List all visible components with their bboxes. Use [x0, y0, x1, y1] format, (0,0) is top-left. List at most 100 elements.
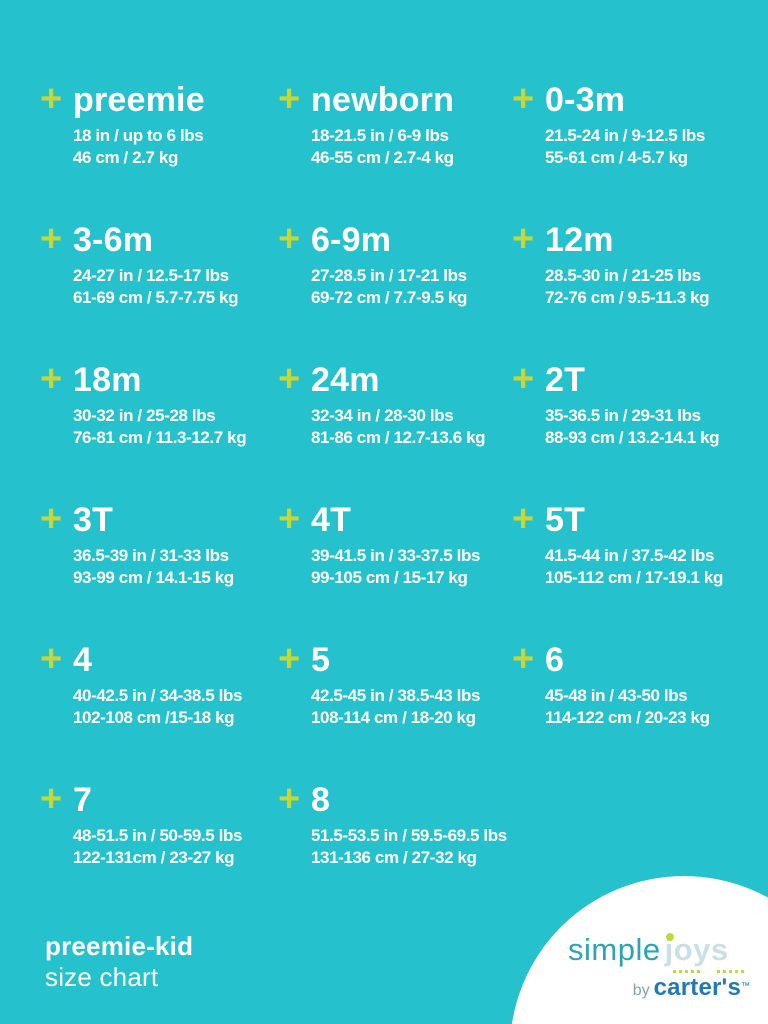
size-title-row: + 6 [512, 640, 756, 680]
size-name: preemie [73, 81, 205, 119]
size-imperial-range: 27-28.5 in / 17-21 lbs [311, 266, 467, 285]
size-imperial-range: 18 in / up to 6 lbs [73, 126, 204, 145]
size-title-row: + 3-6m [40, 220, 278, 260]
size-metric-range: 55-61 cm / 4-5.7 kg [545, 148, 688, 167]
size-entry: + 24m 32-34 in / 28-30 lbs 81-86 cm / 12… [278, 360, 512, 500]
brand-logo: simple joys by carter's™ [568, 932, 754, 1002]
plus-icon: + [278, 778, 301, 820]
size-name: 2T [545, 361, 586, 399]
size-metric-range: 108-114 cm / 18-20 kg [311, 708, 476, 727]
size-imperial-range: 45-48 in / 43-50 lbs [545, 686, 688, 705]
size-entry: + 3T 36.5-39 in / 31-33 lbs 93-99 cm / 1… [40, 500, 278, 640]
dots-right [717, 970, 744, 973]
size-name: 3-6m [73, 221, 154, 259]
size-metric-range: 88-93 cm / 13.2-14.1 kg [545, 428, 720, 447]
size-name: 0-3m [545, 81, 626, 119]
size-imperial-range: 48-51.5 in / 50-59.5 lbs [73, 826, 242, 845]
size-name: 12m [545, 221, 614, 259]
size-title-row: + 0-3m [512, 80, 756, 120]
chart-footer: preemie-kid size chart [45, 931, 193, 993]
logo-dotted-underline [673, 970, 754, 973]
size-imperial-range: 51.5-53.5 in / 59.5-69.5 lbs [311, 826, 507, 845]
size-name: 3T [73, 501, 114, 539]
size-title-row: + newborn [278, 80, 512, 120]
logo-brand-name: carter's [653, 974, 741, 1001]
size-metric-range: 46-55 cm / 2.7-4 kg [311, 148, 454, 167]
size-entry: + 3-6m 24-27 in / 12.5-17 lbs 61-69 cm /… [40, 220, 278, 360]
plus-icon: + [512, 638, 535, 680]
size-metric-range: 81-86 cm / 12.7-13.6 kg [311, 428, 486, 447]
plus-icon: + [278, 358, 301, 400]
size-title-row: + 5T [512, 500, 756, 540]
size-title-row: + 4T [278, 500, 512, 540]
plus-icon: + [40, 498, 63, 540]
size-entry: + 2T 35-36.5 in / 29-31 lbs 88-93 cm / 1… [512, 360, 756, 500]
plus-icon: + [40, 78, 63, 120]
plus-icon: + [40, 358, 63, 400]
size-entry: + 5T 41.5-44 in / 37.5-42 lbs 105-112 cm… [512, 500, 756, 640]
logo-wordmark: simple joys [568, 932, 754, 968]
plus-icon: + [40, 218, 63, 260]
size-imperial-range: 39-41.5 in / 33-37.5 lbs [311, 546, 480, 565]
chart-subtitle: size chart [45, 962, 159, 992]
size-imperial-range: 30-32 in / 25-28 lbs [73, 406, 216, 425]
size-name: 24m [311, 361, 380, 399]
size-imperial-range: 36.5-39 in / 31-33 lbs [73, 546, 229, 565]
plus-icon: + [512, 78, 535, 120]
size-name: 4T [311, 501, 352, 539]
size-imperial-range: 28.5-30 in / 21-25 lbs [545, 266, 701, 285]
size-entry: + 6-9m 27-28.5 in / 17-21 lbs 69-72 cm /… [278, 220, 512, 360]
size-entry: + 4T 39-41.5 in / 33-37.5 lbs 99-105 cm … [278, 500, 512, 640]
size-imperial-range: 41.5-44 in / 37.5-42 lbs [545, 546, 714, 565]
size-entry: + 4 40-42.5 in / 34-38.5 lbs 102-108 cm … [40, 640, 278, 780]
size-name: 18m [73, 361, 142, 399]
size-name: 6-9m [311, 221, 392, 259]
size-metric-range: 122-131cm / 23-27 kg [73, 848, 235, 867]
size-metric-range: 93-99 cm / 14.1-15 kg [73, 568, 234, 587]
logo-by-text: by [632, 982, 650, 999]
j-dot-icon [665, 933, 674, 941]
size-metric-range: 102-108 cm /15-18 kg [73, 708, 235, 727]
size-grid: + preemie 18 in / up to 6 lbs 46 cm / 2.… [40, 80, 756, 920]
plus-icon: + [512, 498, 535, 540]
logo-word-simple: simple [568, 932, 661, 967]
plus-icon: + [512, 358, 535, 400]
size-entry: + 7 48-51.5 in / 50-59.5 lbs 122-131cm /… [40, 780, 278, 920]
size-entry: + 0-3m 21.5-24 in / 9-12.5 lbs 55-61 cm … [512, 80, 756, 220]
size-name: 4 [73, 641, 93, 679]
size-title-row: + preemie [40, 80, 278, 120]
dots-left [673, 970, 700, 973]
size-entry: + newborn 18-21.5 in / 6-9 lbs 46-55 cm … [278, 80, 512, 220]
size-entry: + preemie 18 in / up to 6 lbs 46 cm / 2.… [40, 80, 278, 220]
size-title-row: + 24m [278, 360, 512, 400]
chart-title: preemie-kid [45, 931, 194, 961]
size-imperial-range: 24-27 in / 12.5-17 lbs [73, 266, 229, 285]
size-imperial-range: 21.5-24 in / 9-12.5 lbs [545, 126, 705, 145]
size-name: 7 [73, 781, 93, 819]
size-imperial-range: 32-34 in / 28-30 lbs [311, 406, 454, 425]
plus-icon: + [278, 498, 301, 540]
size-entry: + 5 42.5-45 in / 38.5-43 lbs 108-114 cm … [278, 640, 512, 780]
size-metric-range: 114-122 cm / 20-23 kg [545, 708, 710, 727]
size-name: 5 [311, 641, 331, 679]
size-metric-range: 72-76 cm / 9.5-11.3 kg [545, 288, 710, 307]
size-entry: + 18m 30-32 in / 25-28 lbs 76-81 cm / 11… [40, 360, 278, 500]
size-imperial-range: 35-36.5 in / 29-31 lbs [545, 406, 701, 425]
size-title-row: + 3T [40, 500, 278, 540]
size-imperial-range: 18-21.5 in / 6-9 lbs [311, 126, 449, 145]
size-title-row: + 2T [512, 360, 756, 400]
size-metric-range: 105-112 cm / 17-19.1 kg [545, 568, 723, 587]
size-imperial-range: 42.5-45 in / 38.5-43 lbs [311, 686, 480, 705]
size-metric-range: 69-72 cm / 7.7-9.5 kg [311, 288, 468, 307]
size-title-row: + 18m [40, 360, 278, 400]
plus-icon: + [278, 78, 301, 120]
size-metric-range: 46 cm / 2.7 kg [73, 148, 178, 167]
size-title-row: + 8 [278, 780, 512, 820]
size-imperial-range: 40-42.5 in / 34-38.5 lbs [73, 686, 242, 705]
size-metric-range: 99-105 cm / 15-17 kg [311, 568, 468, 587]
size-title-row: + 6-9m [278, 220, 512, 260]
plus-icon: + [40, 638, 63, 680]
plus-icon: + [278, 218, 301, 260]
plus-icon: + [512, 218, 535, 260]
